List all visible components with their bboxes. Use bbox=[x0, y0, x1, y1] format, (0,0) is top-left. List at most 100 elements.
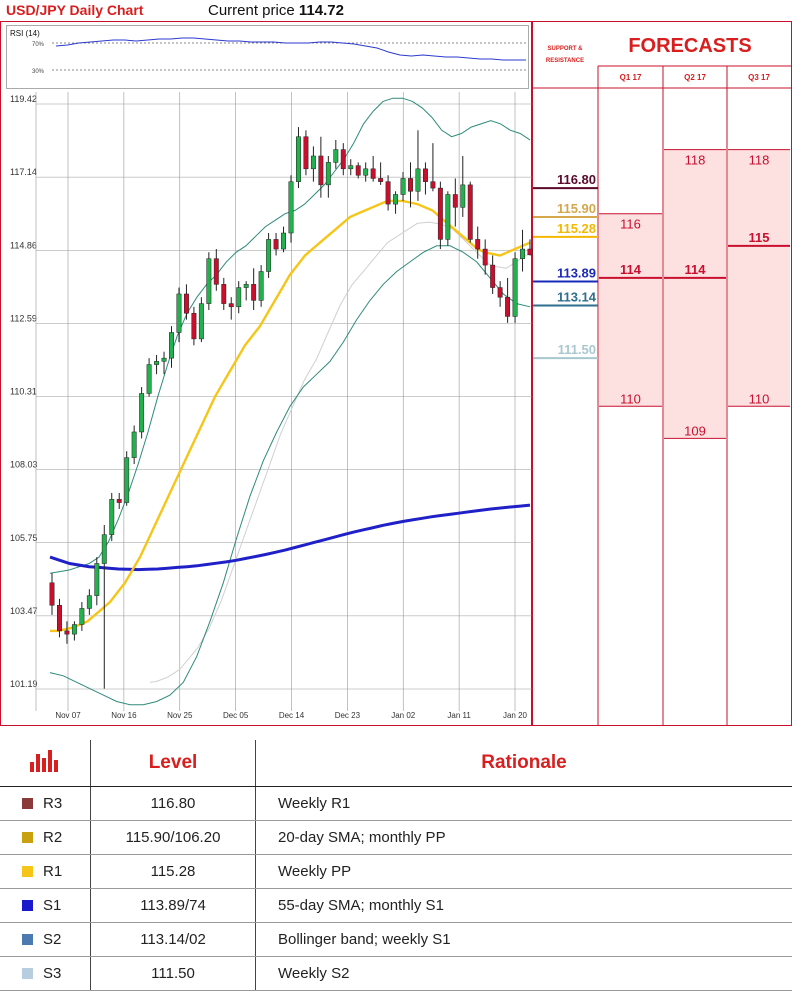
chart-icon bbox=[0, 740, 91, 787]
candle-body bbox=[422, 168, 428, 182]
candle-body bbox=[340, 149, 346, 170]
forecast-mid-label: 115 bbox=[749, 230, 770, 245]
candle-body bbox=[363, 168, 369, 176]
level-name-cell: R2 bbox=[0, 820, 91, 855]
candle-body bbox=[139, 393, 145, 433]
candle-body bbox=[64, 630, 70, 635]
candle-body bbox=[161, 357, 167, 362]
bar-chart-icon bbox=[30, 750, 58, 772]
price-chart: RSI (14) 70% 30% 119.42 117.14 114.86 112.59 11… bbox=[0, 21, 792, 726]
forecast-mid-label: 114 bbox=[685, 262, 707, 277]
bollinger-lower bbox=[49, 245, 531, 706]
x-tick-label: Nov 07 bbox=[55, 711, 81, 720]
candle-body bbox=[452, 194, 458, 208]
forecast-high-label: 118 bbox=[749, 153, 770, 168]
level-color-swatch bbox=[22, 832, 33, 843]
levels-table-body: R3 116.80 Weekly R1 R2 115.90/106.20 20-day S… bbox=[0, 786, 792, 991]
candle-body bbox=[71, 624, 77, 635]
level-rationale: Weekly R1 bbox=[255, 786, 792, 821]
rsi-line bbox=[55, 37, 526, 61]
y-tick-label: 114.86 bbox=[10, 240, 37, 250]
level-rationale: 20-day SMA; monthly PP bbox=[255, 820, 792, 855]
level-color-swatch bbox=[22, 798, 33, 809]
forecast-low-label: 109 bbox=[684, 423, 706, 438]
x-tick-label: Dec 05 bbox=[223, 711, 249, 720]
candle-body bbox=[49, 582, 55, 606]
x-tick-label: Jan 11 bbox=[447, 711, 471, 720]
rsi-level-low-label: 30% bbox=[32, 69, 45, 75]
forecast-range bbox=[599, 213, 662, 407]
level-name: S1 bbox=[43, 897, 62, 914]
level-color-swatch bbox=[22, 866, 33, 877]
candle-body bbox=[288, 181, 294, 234]
forecast-low-label: 110 bbox=[620, 391, 641, 406]
bollinger-upper bbox=[49, 97, 531, 574]
level-value: 111.50 bbox=[90, 956, 256, 991]
level-column-header: Level bbox=[90, 740, 256, 787]
level-color-swatch bbox=[22, 934, 33, 945]
candle-body bbox=[213, 258, 219, 285]
level-name-cell: S1 bbox=[0, 888, 91, 923]
sr-label: 113.14 bbox=[557, 290, 597, 305]
level-color-swatch bbox=[22, 900, 33, 911]
level-name-cell: R1 bbox=[0, 854, 91, 889]
candle-body bbox=[206, 258, 212, 304]
forecast-frame bbox=[532, 21, 792, 726]
candle-body bbox=[131, 431, 137, 458]
long-sma-line bbox=[149, 221, 531, 683]
level-name-cell: S3 bbox=[0, 956, 91, 991]
quarter-label: Q1 17 bbox=[620, 73, 642, 82]
sr-label: 113.89 bbox=[557, 265, 596, 280]
level-name-cell: R3 bbox=[0, 786, 91, 821]
y-tick-label: 101.19 bbox=[10, 679, 38, 689]
rationale-column-header: Rationale bbox=[255, 740, 792, 787]
level-value: 116.80 bbox=[90, 786, 256, 821]
candle-body bbox=[333, 149, 339, 163]
y-tick-label: 103.47 bbox=[10, 606, 38, 616]
candle-body bbox=[400, 178, 406, 195]
level-value: 115.90/106.20 bbox=[90, 820, 256, 855]
candle-body bbox=[460, 184, 466, 208]
candle-body bbox=[497, 287, 503, 298]
candle-body bbox=[251, 284, 257, 301]
candle-body bbox=[258, 271, 264, 301]
level-rationale: Weekly S2 bbox=[255, 956, 792, 991]
candle-body bbox=[437, 187, 443, 240]
levels-row-r1: R1 115.28 Weekly PP bbox=[0, 854, 792, 889]
candle-body bbox=[154, 361, 160, 365]
candle-body bbox=[228, 303, 234, 308]
y-tick-label: 112.59 bbox=[10, 313, 37, 323]
y-tick-label: 110.31 bbox=[10, 387, 37, 397]
sr-title-line2: RESISTANCE bbox=[546, 58, 584, 64]
candle-body bbox=[527, 248, 533, 256]
candle-body bbox=[94, 563, 100, 596]
rsi-level-high-label: 70% bbox=[32, 42, 45, 48]
level-rationale: 55-day SMA; monthly S1 bbox=[255, 888, 792, 923]
candle-body bbox=[169, 332, 174, 359]
candle-body bbox=[281, 232, 286, 250]
candle-body bbox=[236, 287, 242, 308]
candle-body bbox=[370, 168, 376, 179]
level-value: 113.89/74 bbox=[90, 888, 256, 923]
candle-body bbox=[243, 284, 249, 288]
candle-body bbox=[303, 136, 309, 170]
current-price-label: Current price bbox=[208, 2, 295, 19]
level-name: S2 bbox=[43, 931, 62, 948]
level-rationale: Bollinger band; weekly S1 bbox=[255, 922, 792, 957]
candle-body bbox=[385, 181, 391, 205]
candle-body bbox=[198, 303, 204, 340]
candle-body bbox=[101, 534, 107, 564]
candle-body bbox=[79, 608, 85, 625]
candle-body bbox=[109, 499, 115, 535]
sr-label: 116.80 bbox=[557, 172, 596, 187]
levels-row-r2: R2 115.90/106.20 20-day SMA; monthly PP bbox=[0, 820, 792, 855]
current-price-value: 114.72 bbox=[298, 2, 344, 19]
candle-body bbox=[490, 264, 496, 288]
sr-label: 115.28 bbox=[557, 221, 596, 236]
level-value: 113.14/02 bbox=[90, 922, 256, 957]
y-tick-label: 105.75 bbox=[10, 533, 38, 543]
levels-row-s2: S2 113.14/02 Bollinger band; weekly S1 bbox=[0, 922, 792, 957]
candle-body bbox=[512, 258, 518, 317]
candle-body bbox=[475, 239, 481, 250]
